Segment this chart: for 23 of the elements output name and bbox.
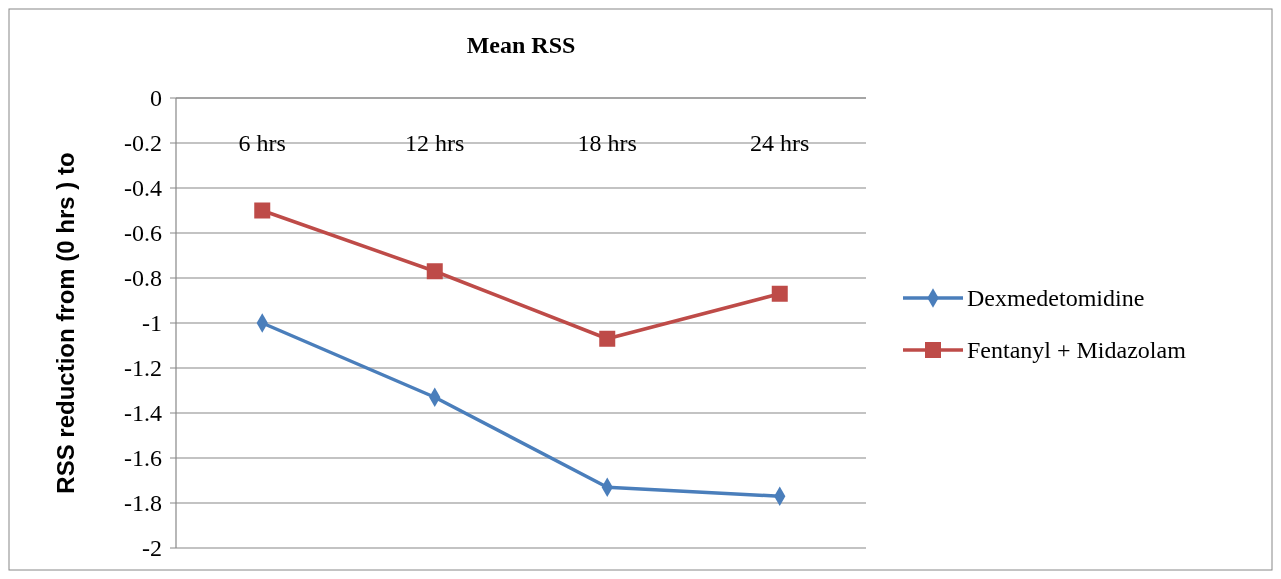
x-tick-label: 12 hrs: [405, 130, 465, 157]
legend-label: Fentanyl + Midazolam: [967, 337, 1187, 364]
x-tick-label: 24 hrs: [750, 130, 810, 157]
chart-title: Mean RSS: [466, 32, 576, 58]
y-tick-label: -1: [142, 310, 162, 337]
y-tick-label: -0.2: [124, 130, 162, 157]
y-tick-label: -0.8: [124, 265, 162, 292]
point: [771, 285, 788, 302]
x-tick-label: 18 hrs: [577, 130, 637, 157]
legend-label: Dexmedetomidine: [967, 285, 1145, 312]
y-tick-label: -1.6: [124, 445, 162, 472]
point: [426, 263, 443, 280]
y-tick-label: 0: [150, 85, 162, 112]
y-tick-label: -1.4: [124, 400, 162, 427]
point: [599, 330, 616, 347]
y-axis-title: RSS reduction from (0 hrs ) to: [52, 152, 80, 494]
y-tick-label: -1.2: [124, 355, 162, 382]
point: [254, 202, 271, 219]
x-tick-label: 6 hrs: [238, 130, 286, 157]
y-tick-label: -0.4: [124, 175, 162, 202]
y-tick-label: -2: [142, 535, 162, 562]
y-tick-label: -1.8: [124, 490, 162, 517]
y-tick-label: -0.6: [124, 220, 162, 247]
